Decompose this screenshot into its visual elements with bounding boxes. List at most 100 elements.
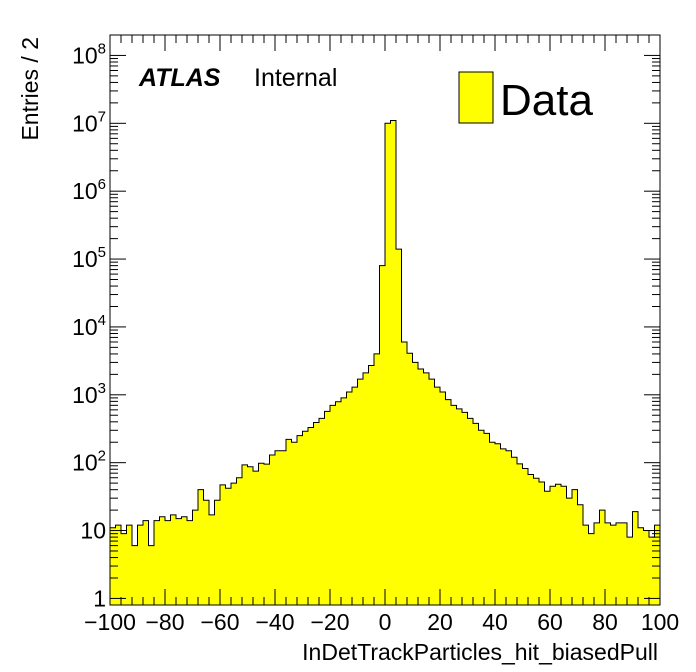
histogram-bar xyxy=(324,411,331,605)
histogram-bar xyxy=(231,483,237,605)
histogram-bar xyxy=(264,464,270,605)
histogram-bar xyxy=(528,474,534,605)
histogram-bar xyxy=(539,481,545,605)
x-tick-label: −60 xyxy=(200,609,239,635)
histogram-bar xyxy=(533,478,540,605)
histogram-bar xyxy=(335,401,342,605)
histogram-bar xyxy=(192,510,199,605)
histogram-bar xyxy=(209,514,215,605)
x-tick-label: 60 xyxy=(537,609,563,635)
histogram-bar xyxy=(187,520,193,605)
histogram-bar xyxy=(434,387,441,605)
histogram-bar xyxy=(632,511,639,605)
histogram-bar xyxy=(627,537,633,605)
y-tick-labels: 1 10 102 103 104 105 106 107 108 xyxy=(72,40,106,611)
x-tick-label: 0 xyxy=(379,609,392,635)
y-tick-label: 103 xyxy=(72,380,106,408)
histogram-bar xyxy=(352,387,358,605)
histogram-bar xyxy=(407,353,413,605)
histogram-bar xyxy=(544,491,551,605)
histogram-bar xyxy=(165,520,171,605)
histogram-bars xyxy=(109,119,661,606)
histogram-bar xyxy=(610,525,617,605)
histogram-bar xyxy=(473,423,479,605)
histogram-bar xyxy=(385,123,391,605)
histogram-outline xyxy=(109,119,661,605)
histogram-bar xyxy=(176,518,182,605)
histogram-bar xyxy=(291,442,298,605)
histogram-bar xyxy=(412,362,419,605)
histogram-bar xyxy=(484,433,490,605)
histogram-bar xyxy=(154,520,160,605)
histogram-bar xyxy=(203,500,210,605)
histogram-bar xyxy=(511,457,518,605)
histogram-bar xyxy=(313,422,320,605)
histogram-bar xyxy=(583,525,589,605)
x-tick-label: 20 xyxy=(427,609,453,635)
histogram-bar xyxy=(506,450,512,605)
histogram-bar xyxy=(522,468,529,605)
histogram-bar xyxy=(621,522,628,605)
histogram-bar xyxy=(253,471,259,605)
y-axis-label: Entries / 2 xyxy=(17,37,43,141)
histogram-bar xyxy=(467,418,474,605)
x-tick-label: 100 xyxy=(641,609,679,635)
histogram-bar xyxy=(308,427,314,605)
histogram-bar xyxy=(280,450,287,605)
histogram-bar xyxy=(654,525,661,605)
histogram-bar xyxy=(638,527,644,605)
histogram-bar xyxy=(269,454,276,605)
histogram-bar xyxy=(297,435,303,605)
histogram-bar xyxy=(616,522,622,605)
histogram-bar xyxy=(330,405,336,605)
x-tick-label: 40 xyxy=(482,609,508,635)
histogram-bar xyxy=(341,397,347,605)
histogram-bar xyxy=(550,486,556,605)
legend-swatch xyxy=(458,71,494,124)
plot-frame xyxy=(109,34,661,606)
histogram-bar xyxy=(214,500,221,605)
histogram-bar xyxy=(440,391,446,605)
histogram-bar xyxy=(462,412,468,605)
histogram-bar xyxy=(275,450,281,605)
x-axis-label: InDetTrackParticles_hit_biasedPull xyxy=(302,639,658,665)
histogram-bar xyxy=(181,516,188,605)
histogram-bar xyxy=(456,408,463,605)
x-tick-label: −20 xyxy=(310,609,349,635)
histogram-bar xyxy=(445,399,452,605)
histogram-bar xyxy=(418,368,424,605)
legend: Data xyxy=(458,71,593,125)
histogram-bar xyxy=(121,533,127,605)
y-tick-label: 108 xyxy=(72,40,106,68)
histogram-bar xyxy=(198,489,204,605)
histogram-bar xyxy=(319,418,325,605)
y-tick-label: 10 xyxy=(80,518,106,544)
y-tick-label: 105 xyxy=(72,244,106,272)
x-tick-label: 80 xyxy=(592,609,618,635)
y-tick-label: 1 xyxy=(93,585,106,611)
histogram-bar xyxy=(137,525,144,605)
histogram-bar xyxy=(599,510,606,605)
histogram-bar xyxy=(225,488,232,605)
atlas-label: ATLAS Internal xyxy=(138,64,337,92)
histogram-bar xyxy=(577,504,584,605)
histogram-bar xyxy=(286,439,292,605)
histogram-bar xyxy=(572,489,578,605)
histogram-bar xyxy=(363,372,369,605)
histogram-bar xyxy=(379,265,386,605)
histogram-bar xyxy=(390,120,397,606)
histogram-bar xyxy=(132,545,138,605)
histogram-bar xyxy=(115,525,122,605)
histogram-bar xyxy=(401,341,408,605)
histogram-bar xyxy=(143,520,149,605)
histogram-bar xyxy=(374,353,380,605)
x-tick-label: −80 xyxy=(145,609,184,635)
histogram-bar xyxy=(126,525,133,605)
histogram-bar xyxy=(478,430,485,605)
y-tick-label: 102 xyxy=(72,448,106,476)
histogram-bar xyxy=(588,533,595,605)
y-tick-label: 104 xyxy=(72,312,106,340)
histogram-bar xyxy=(489,442,496,605)
histogram-bar xyxy=(220,484,226,605)
